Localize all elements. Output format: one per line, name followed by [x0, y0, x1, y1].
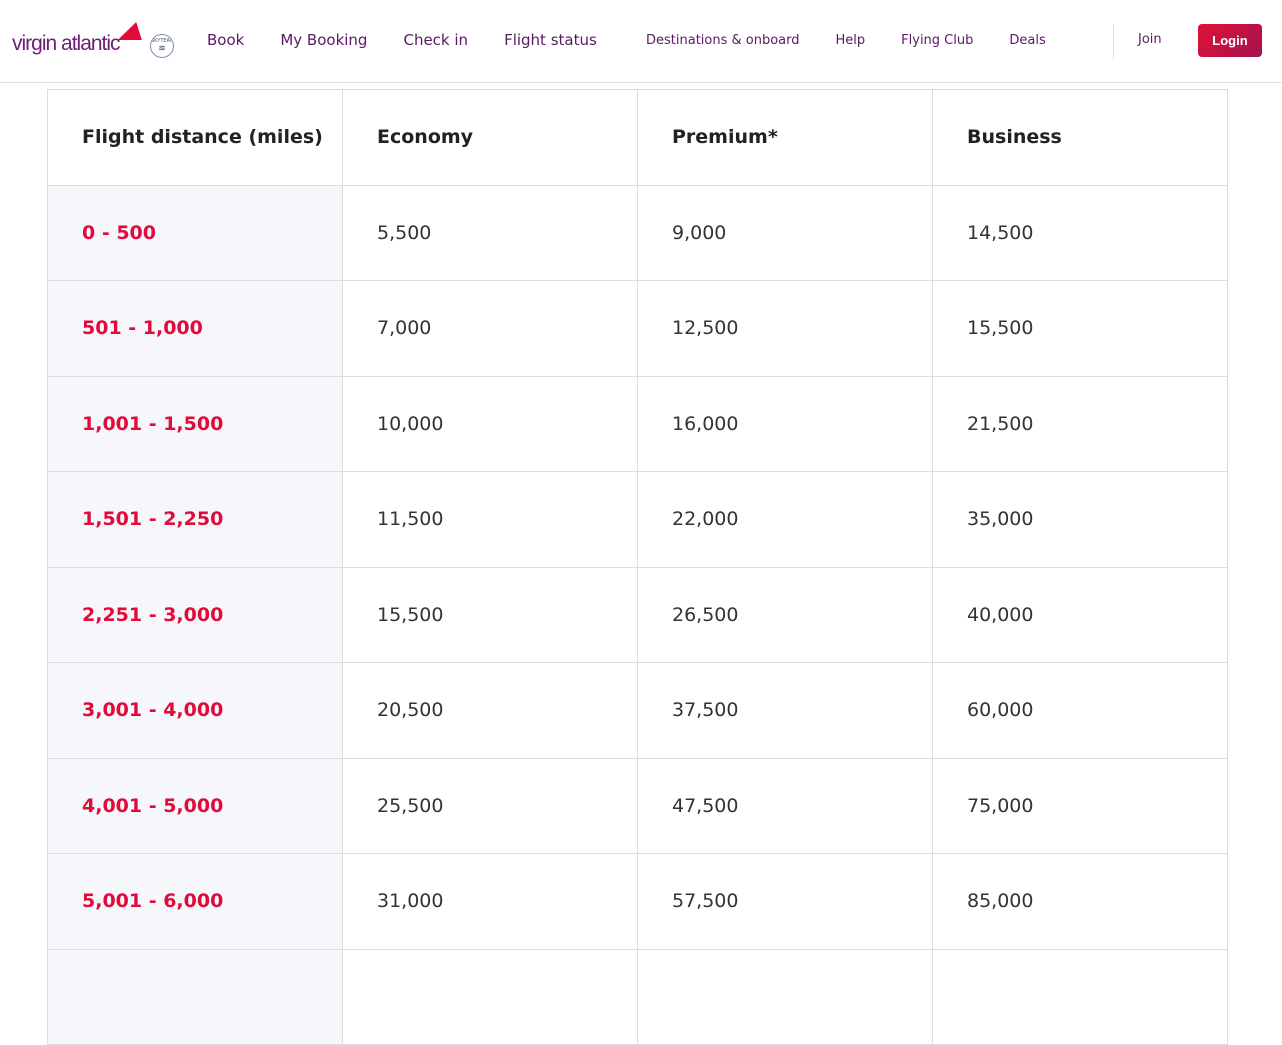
nav-flight-status[interactable]: Flight status	[504, 31, 597, 49]
nav-my-booking[interactable]: My Booking	[280, 31, 368, 49]
join-link[interactable]: Join	[1138, 32, 1162, 47]
logo-wordmark: virgin atlantic	[12, 32, 121, 55]
nav-deals[interactable]: Deals	[1009, 32, 1046, 48]
virgin-flag-icon	[117, 22, 151, 40]
login-button[interactable]: Login	[1198, 24, 1262, 57]
table-row: 501 - 1,000 7,000 12,500 15,500	[47, 280, 1228, 377]
cell-business: 15,500	[932, 280, 1228, 377]
table-row: 0 - 500 5,500 9,000 14,500	[47, 184, 1228, 281]
header-premium: Premium*	[637, 89, 933, 186]
nav-book[interactable]: Book	[207, 31, 245, 49]
skyteam-icon: ≋	[158, 44, 166, 54]
virgin-atlantic-logo[interactable]: virgin atlantic SkyTeam ≋	[12, 22, 177, 58]
cell-premium: 37,500	[637, 662, 933, 759]
cell-business: 21,500	[932, 375, 1228, 472]
nav-destinations[interactable]: Destinations & onboard	[646, 32, 800, 48]
cell-economy: 10,000	[342, 375, 638, 472]
table-row: 3,001 - 4,000 20,500 37,500 60,000	[47, 662, 1228, 759]
cell-distance: 5,001 - 6,000	[47, 853, 343, 950]
cell-distance: 1,001 - 1,500	[47, 375, 343, 472]
cell-economy: 15,500	[342, 566, 638, 663]
table-row: 2,251 - 3,000 15,500 26,500 40,000	[47, 566, 1228, 663]
cell-economy: 25,500	[342, 757, 638, 854]
nav-check-in[interactable]: Check in	[403, 31, 469, 49]
cell-economy: 7,000	[342, 280, 638, 377]
cell-business: 85,000	[932, 853, 1228, 950]
secondary-nav: Destinations & onboard Help Flying Club …	[646, 0, 1082, 80]
header-business: Business	[932, 89, 1228, 186]
cell-economy: 31,000	[342, 853, 638, 950]
header-economy: Economy	[342, 89, 638, 186]
table-row: 5,001 - 6,000 31,000 57,500 85,000	[47, 853, 1228, 950]
cell-economy: 5,500	[342, 184, 638, 281]
cell-distance: 2,251 - 3,000	[47, 566, 343, 663]
cell-business: 40,000	[932, 566, 1228, 663]
cell-business: 14,500	[932, 184, 1228, 281]
table-row: 4,001 - 5,000 25,500 47,500 75,000	[47, 757, 1228, 854]
table-row-partial	[47, 948, 1228, 1045]
cell-distance: 1,501 - 2,250	[47, 471, 343, 568]
cell-business: 60,000	[932, 662, 1228, 759]
cell-distance: 0 - 500	[47, 184, 343, 281]
cell-premium: 57,500	[637, 853, 933, 950]
skyteam-label: SkyTeam	[151, 38, 174, 44]
table-row: 1,001 - 1,500 10,000 16,000 21,500	[47, 375, 1228, 472]
cell-premium: 22,000	[637, 471, 933, 568]
cell-economy: 20,500	[342, 662, 638, 759]
cell-business: 35,000	[932, 471, 1228, 568]
cell-empty	[932, 948, 1228, 1045]
cell-distance: 3,001 - 4,000	[47, 662, 343, 759]
cell-premium: 26,500	[637, 566, 933, 663]
cell-distance: 501 - 1,000	[47, 280, 343, 377]
cell-distance: 4,001 - 5,000	[47, 757, 343, 854]
nav-divider	[1113, 24, 1114, 59]
cell-premium: 12,500	[637, 280, 933, 377]
nav-help[interactable]: Help	[835, 32, 866, 48]
header-flight-distance: Flight distance (miles)	[47, 89, 343, 186]
cell-empty	[637, 948, 933, 1045]
cell-business: 75,000	[932, 757, 1228, 854]
table-header-row: Flight distance (miles) Economy Premium*…	[47, 89, 1228, 186]
site-header: virgin atlantic SkyTeam ≋ Book My Bookin…	[0, 0, 1282, 83]
award-miles-table: Flight distance (miles) Economy Premium*…	[47, 89, 1228, 1045]
cell-premium: 16,000	[637, 375, 933, 472]
cell-premium: 9,000	[637, 184, 933, 281]
skyteam-badge: SkyTeam ≋	[150, 34, 174, 58]
table-row: 1,501 - 2,250 11,500 22,000 35,000	[47, 471, 1228, 568]
main-nav: Book My Booking Check in Flight status	[207, 0, 633, 80]
nav-flying-club[interactable]: Flying Club	[901, 32, 974, 48]
cell-economy: 11,500	[342, 471, 638, 568]
cell-empty	[47, 948, 343, 1045]
cell-premium: 47,500	[637, 757, 933, 854]
cell-empty	[342, 948, 638, 1045]
